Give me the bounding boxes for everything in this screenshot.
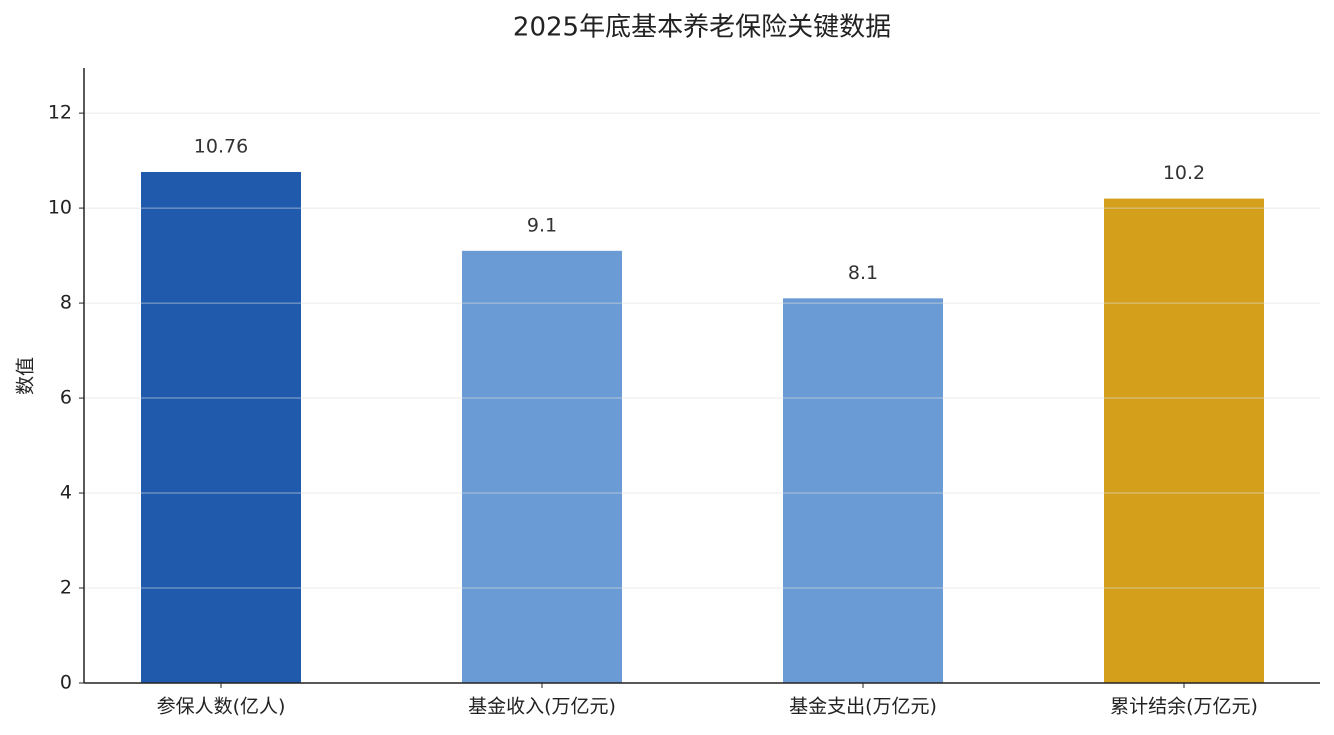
chart-title: 2025年底基本养老保险关键数据 [513, 13, 891, 43]
y-tick-label: 8 [60, 292, 72, 314]
x-tick-label: 参保人数(亿人) [157, 696, 286, 718]
bar [141, 172, 301, 684]
value-label: 10.76 [194, 136, 248, 158]
y-tick-label: 4 [60, 482, 72, 504]
y-axis-label: 数值 [15, 357, 37, 395]
x-tick-label: 基金收入(万亿元) [468, 696, 616, 718]
y-tick-label: 0 [60, 672, 72, 694]
x-tick-label: 累计结余(万亿元) [1110, 696, 1258, 718]
y-tick-label: 6 [60, 387, 72, 409]
bar [462, 250, 622, 684]
value-label: 9.1 [527, 214, 557, 236]
y-tick-label: 2 [60, 577, 72, 599]
x-tick-label: 基金支出(万亿元) [789, 696, 937, 718]
value-label: 8.1 [848, 262, 878, 284]
bar [1104, 198, 1264, 683]
y-tick-label: 12 [48, 102, 72, 124]
value-label: 10.2 [1163, 162, 1205, 184]
y-tick-label: 10 [48, 197, 72, 219]
bar [783, 298, 943, 683]
